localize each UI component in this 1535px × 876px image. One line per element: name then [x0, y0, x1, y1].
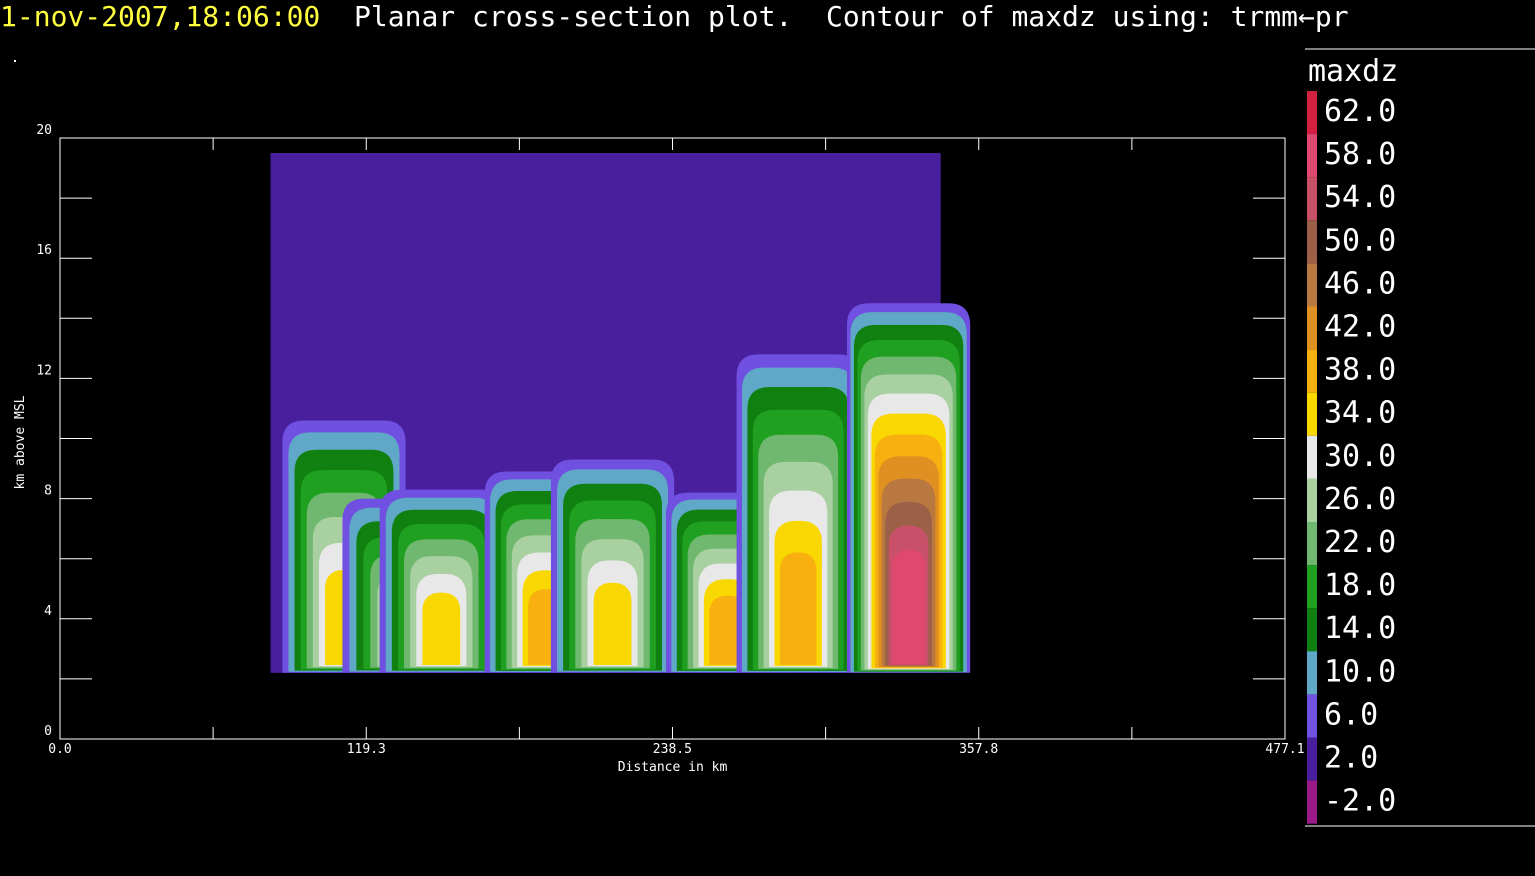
legend-swatch [1307, 565, 1317, 609]
legend-level-label: 42.0 [1324, 310, 1396, 345]
legend-level-label: 6.0 [1324, 697, 1378, 732]
x-tick-label: 238.5 [653, 742, 692, 757]
contour-band [779, 552, 817, 665]
x-tick-label: 357.8 [959, 742, 998, 757]
legend-swatch [1307, 435, 1317, 479]
y-tick-label: 16 [36, 243, 52, 258]
y-tick-label: 0 [44, 724, 52, 739]
legend-swatch [1307, 177, 1317, 221]
convective-cell [736, 354, 860, 673]
legend-swatch [1307, 306, 1317, 350]
legend-swatch [1307, 134, 1317, 178]
legend-level-label: 30.0 [1324, 439, 1396, 474]
legend-level-label: 46.0 [1324, 266, 1396, 301]
y-tick-label: 12 [36, 363, 52, 378]
legend-level-label: 62.0 [1324, 94, 1396, 129]
legend-level-label: 38.0 [1324, 353, 1396, 388]
contour-band [892, 549, 925, 665]
legend-level-label: 50.0 [1324, 223, 1396, 258]
marker-dot [14, 60, 16, 62]
legend-level-label: 22.0 [1324, 525, 1396, 560]
contour-band [593, 582, 632, 666]
legend-swatch [1307, 694, 1317, 738]
y-tick-label: 20 [36, 123, 52, 138]
legend-level-label: 54.0 [1324, 180, 1396, 215]
y-tick-label: 4 [44, 604, 52, 619]
legend-level-label: 26.0 [1324, 482, 1396, 517]
x-axis-title: Distance in km [618, 760, 728, 775]
legend-swatch [1307, 478, 1317, 522]
legend-swatch [1307, 349, 1317, 393]
legend-level-label: 34.0 [1324, 396, 1396, 431]
legend-swatch [1307, 263, 1317, 307]
x-tick-labels: 0.0 119.3 238.5 357.8 477.1 [48, 742, 1304, 757]
legend-swatch [1307, 737, 1317, 781]
contour-field [270, 153, 971, 673]
y-tick-label: 8 [44, 484, 52, 499]
x-tick-label: 0.0 [48, 742, 71, 757]
plot-title: 1-nov-2007,18:06:00 Planar cross-section… [0, 0, 1349, 34]
y-tick-labels: 0 4 8 12 16 20 [36, 123, 52, 739]
timestamp: 1-nov-2007,18:06:00 [0, 0, 321, 33]
legend-swatch [1307, 608, 1317, 652]
convective-cell [846, 303, 971, 673]
legend-swatch [1307, 780, 1317, 824]
legend-title: maxdz [1308, 54, 1398, 89]
x-tick-label: 119.3 [347, 742, 386, 757]
legend-level-label: 14.0 [1324, 611, 1396, 646]
legend-level-label: 58.0 [1324, 137, 1396, 172]
axis-ticks [59, 137, 1286, 740]
title-description: Planar cross-section plot. Contour of ma… [320, 0, 1349, 33]
convective-cell [379, 489, 503, 673]
y-axis-title: km above MSL [13, 395, 28, 489]
legend-swatch [1307, 392, 1317, 436]
legend-swatch [1307, 91, 1317, 135]
legend-swatch [1307, 220, 1317, 264]
legend-level-label: 18.0 [1324, 568, 1396, 603]
contour-band [422, 592, 461, 666]
legend-items: 62.0 58.0 54.0 50.0 46.0 42.0 38.0 34.0 30.0 26.0… [1307, 91, 1396, 824]
x-tick-label: 477.1 [1265, 742, 1304, 757]
legend-level-label: -2.0 [1324, 784, 1396, 819]
legend-swatch [1307, 651, 1317, 695]
legend-swatch [1307, 522, 1317, 566]
legend-level-label: 10.0 [1324, 654, 1396, 689]
legend-level-label: 2.0 [1324, 741, 1378, 776]
color-legend: maxdz 62.0 58.0 54.0 50.0 46.0 42.0 38.0 34.0 30… [1305, 48, 1535, 827]
convective-cell [550, 459, 675, 673]
